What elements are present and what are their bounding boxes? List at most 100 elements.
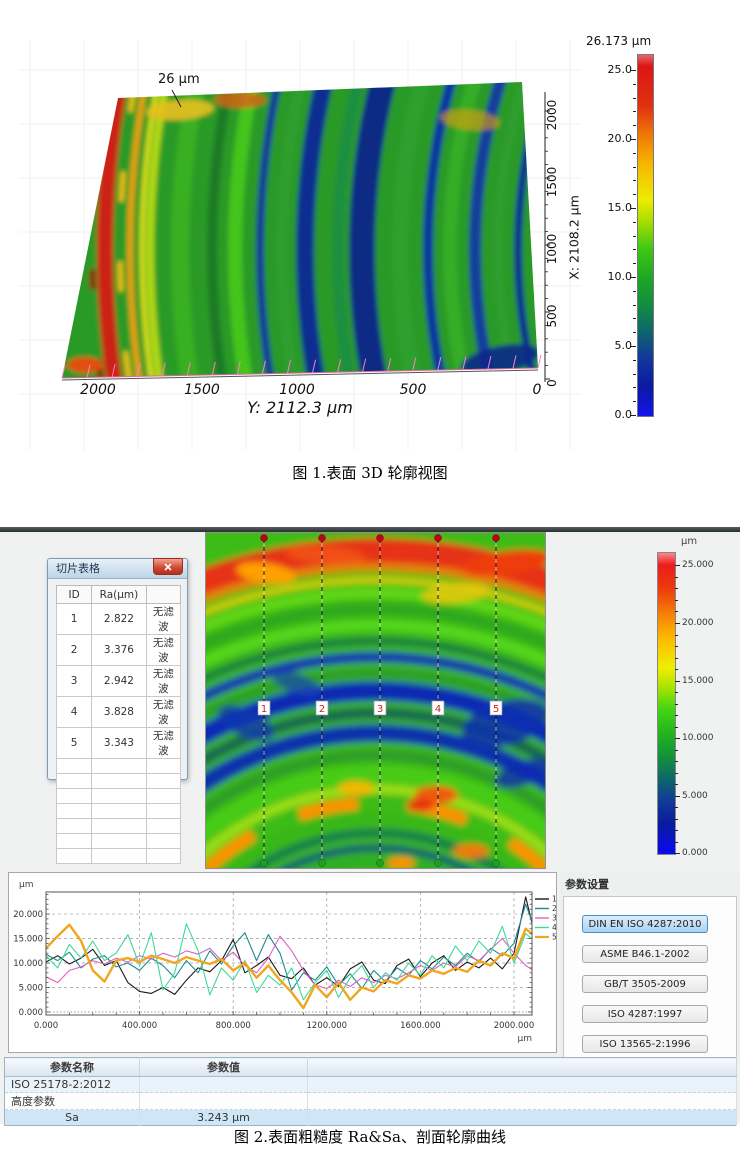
slice-table-row[interactable]	[55, 848, 182, 864]
heatmap-colorbar-tick-mark	[675, 565, 680, 566]
x-tick-label: 800.000	[216, 1021, 251, 1031]
heatmap-colorbar-minor-tick	[675, 692, 678, 694]
slice-table-row[interactable]	[55, 773, 182, 789]
x-axis-tick-label: 2000	[545, 100, 559, 131]
slice-top-handle	[376, 534, 384, 542]
heatmap-colorbar-minor-tick	[675, 599, 678, 601]
heatmap-colorbar-minor-tick	[675, 818, 678, 820]
heatmap-colorbar-tick-label: 10.000	[682, 733, 714, 743]
colorbar-minor-tick	[633, 387, 636, 389]
heatmap-colorbar-minor-tick	[675, 772, 678, 774]
dialog-titlebar[interactable]: 切片表格	[48, 558, 187, 579]
legend-label: 5	[552, 933, 556, 942]
standard-button-1[interactable]: DIN EN ISO 4287:2010	[582, 915, 708, 933]
standard-button-5[interactable]: ISO 13565-2:1996	[582, 1035, 708, 1053]
figure1-axes: 2000 1500 1000 500 0 2000 1500 1000 500 0	[61, 92, 559, 398]
colorbar-minor-tick	[633, 180, 636, 182]
colorbar-tick-label: 5.0	[614, 339, 633, 352]
y-axis-tick-label: 1000	[279, 382, 315, 398]
heatmap-colorbar-minor-tick	[675, 830, 678, 832]
chart-y-unit: μm	[19, 880, 34, 890]
heatmap-colorbar-minor-tick	[675, 761, 678, 763]
slice-bottom-handle	[376, 859, 384, 867]
colorbar-minor-tick	[633, 318, 636, 320]
colorbar-tick-label: 10.0	[607, 270, 633, 283]
heatmap-colorbar-minor-tick	[675, 715, 678, 717]
standard-button-3[interactable]: GB/T 3505-2009	[582, 975, 708, 993]
colorbar-minor-tick	[633, 111, 636, 113]
colorbar-minor-tick	[633, 194, 636, 196]
colorbar-minor-tick	[633, 221, 636, 223]
colorbar-minor-tick	[633, 125, 636, 127]
slice-line-5[interactable]: 5	[489, 534, 503, 867]
slice-table-row[interactable]: 3 2.942 无滤波	[55, 665, 182, 697]
chart-series	[46, 896, 532, 1010]
slice-table-row[interactable]	[55, 818, 182, 834]
series-5	[46, 923, 532, 1010]
slice-table-row[interactable]	[55, 833, 182, 849]
param-table-header	[307, 1057, 737, 1077]
figure2-software-screenshot: 切片表格 ID Ra(μm) 1 2.822 无滤波 2 3.376 无滤波 3 2.942 无滤…	[0, 527, 740, 1126]
slice-table: ID Ra(μm) 1 2.822 无滤波 2 3.376 无滤波 3 2.942 无滤波 4 3.8…	[55, 585, 182, 864]
series-4	[46, 923, 532, 1001]
slice-table-row[interactable]	[55, 803, 182, 819]
param-table-header: 参数值	[139, 1057, 308, 1077]
colorbar-minor-tick	[633, 332, 636, 334]
figure2-caption: 图 2.表面粗糙度 Ra&Sa、剖面轮廓曲线	[233, 1128, 506, 1146]
standard-button-2[interactable]: ASME B46.1-2002	[582, 945, 708, 963]
slice-line-3[interactable]: 3	[373, 534, 387, 867]
heatmap-image: 1 2 3 4 5	[206, 533, 545, 868]
slice-line-4[interactable]: 4	[431, 534, 445, 867]
profile-chart: μm μm 0.000 400.000 800.000 1200.000 1600.000 2…	[13, 880, 557, 1044]
slice-bottom-handle	[492, 859, 500, 867]
slice-table-header	[145, 585, 182, 604]
slice-table-row[interactable]	[55, 758, 182, 774]
slice-table-header: ID	[55, 585, 93, 604]
legend-label: 1	[552, 895, 556, 904]
dialog-title: 切片表格	[56, 562, 100, 575]
y-tick-label: 10.000	[13, 959, 43, 969]
series-1	[46, 896, 532, 995]
close-icon	[164, 562, 172, 571]
close-button[interactable]	[153, 558, 183, 575]
colorbar-minor-tick	[633, 152, 636, 154]
y-tick-label: 5.000	[19, 984, 43, 994]
slice-table-row[interactable]: 2 3.376 无滤波	[55, 634, 182, 666]
slice-label: 1	[261, 704, 267, 715]
heatmap-colorbar-tick-label: 15.000	[682, 676, 714, 686]
param-table-row[interactable]: ISO 25178-2:2012	[4, 1076, 737, 1093]
y-axis-tick-label: 2000	[80, 382, 116, 398]
slice-table-row[interactable]: 5 3.343 无滤波	[55, 727, 182, 759]
param-table-row[interactable]: Sa 3.243 μm	[4, 1109, 737, 1126]
x-axis-tick-label: 1500	[545, 167, 559, 198]
heatmap-colorbar-minor-tick	[675, 784, 678, 786]
y-tick-label: 0.000	[19, 1008, 43, 1018]
colorbar-tick-mark	[631, 346, 636, 347]
colorbar-minor-tick	[633, 83, 636, 85]
heatmap-colorbar-tick-label: 25.000	[682, 560, 714, 570]
slice-table-row[interactable]: 1 2.822 无滤波	[55, 603, 182, 635]
legend-label: 3	[552, 914, 556, 923]
colorbar-minor-tick	[633, 401, 636, 403]
colorbar-tick-mark	[631, 277, 636, 278]
slice-table-row[interactable]: 4 3.828 无滤波	[55, 696, 182, 728]
x-axis-title: X: 2108.2 μm	[566, 195, 582, 280]
y-axis-tick-label: 1500	[184, 382, 220, 398]
slice-bottom-handle	[260, 859, 268, 867]
slice-line-1[interactable]: 1	[257, 534, 271, 867]
colorbar-minor-tick	[633, 373, 636, 375]
slice-top-handle	[434, 534, 442, 542]
window-top-strip	[0, 527, 740, 532]
slice-label: 5	[493, 704, 499, 715]
colorbar-max-label: 26.173 μm	[586, 34, 652, 48]
standard-button-4[interactable]: ISO 4287:1997	[582, 1005, 708, 1023]
param-table-header: 参数名称	[4, 1057, 140, 1077]
slice-table-row[interactable]	[55, 788, 182, 804]
colorbar-minor-tick	[633, 290, 636, 292]
figure1-caption: 图 1.表面 3D 轮廓视图	[292, 464, 448, 482]
slice-line-2[interactable]: 2	[315, 534, 329, 867]
surface-heatmap: 1 2 3 4 5	[205, 532, 546, 869]
heatmap-colorbar-minor-tick	[675, 657, 678, 659]
param-table-row[interactable]: 高度参数	[4, 1092, 737, 1110]
